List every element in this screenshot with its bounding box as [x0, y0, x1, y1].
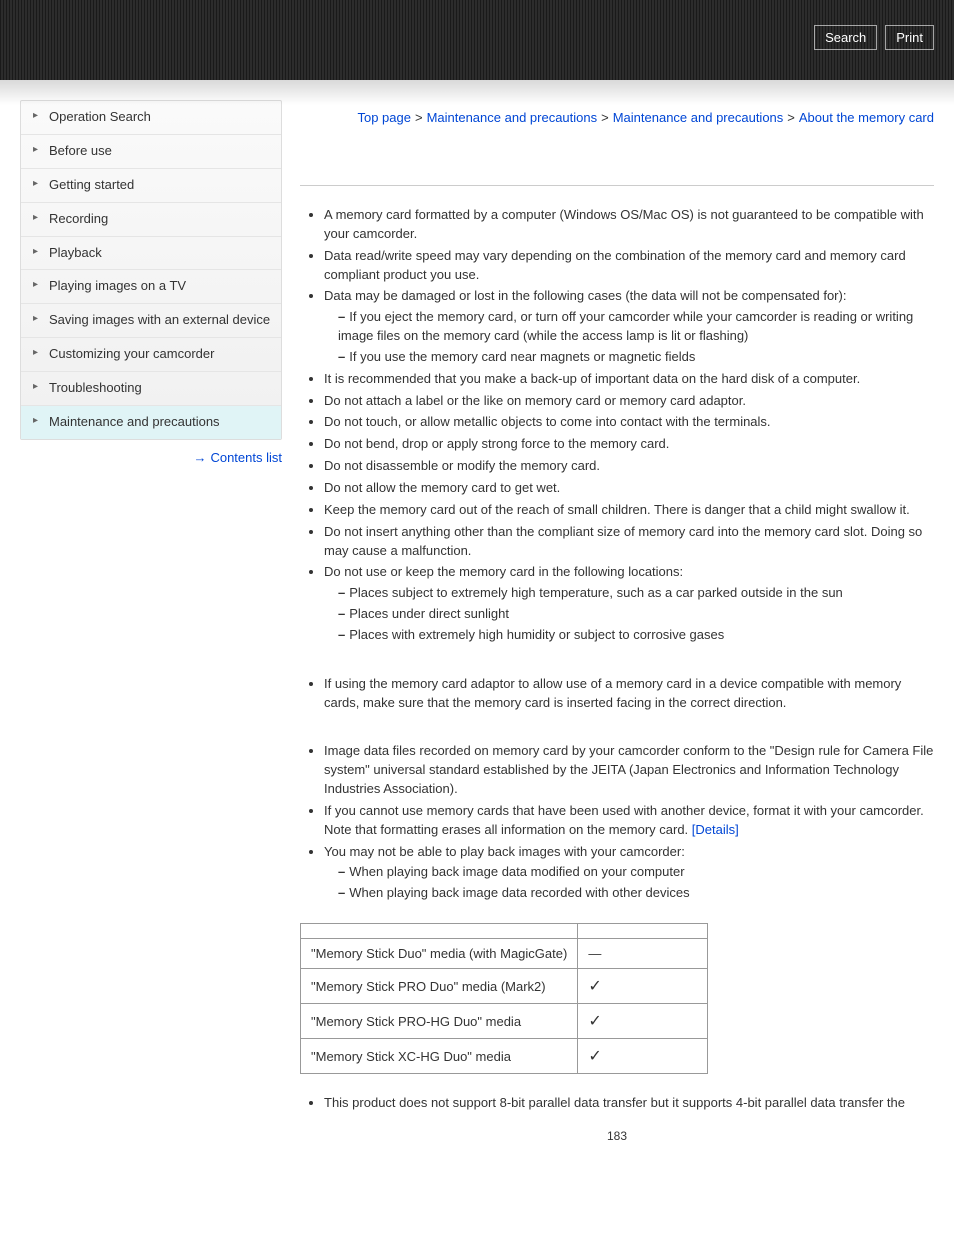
list-item: Do not attach a label or the like on mem… — [324, 392, 934, 411]
sidebar-item-troubleshooting[interactable]: Troubleshooting — [21, 372, 281, 406]
search-button[interactable]: Search — [814, 25, 877, 50]
sidebar-item-getting-started[interactable]: Getting started — [21, 169, 281, 203]
table-row: "Memory Stick Duo" media (with MagicGate… — [301, 939, 708, 969]
table-cell-type: "Memory Stick Duo" media (with MagicGate… — [301, 939, 578, 969]
table-cell-value: — — [578, 939, 708, 969]
contents-list-wrapper: → Contents list — [20, 450, 282, 465]
table-cell-type: "Memory Stick PRO-HG Duo" media — [301, 1004, 578, 1039]
list-item: It is recommended that you make a back-u… — [324, 370, 934, 389]
sidebar-item-saving-external[interactable]: Saving images with an external device — [21, 304, 281, 338]
list-item: If using the memory card adaptor to allo… — [324, 675, 934, 713]
sidebar-item-playing-tv[interactable]: Playing images on a TV — [21, 270, 281, 304]
compatibility-table: "Memory Stick Duo" media (with MagicGate… — [300, 923, 708, 1074]
table-cell-value: ✓ — [578, 1004, 708, 1039]
sublist-item: –When playing back image data recorded w… — [338, 884, 934, 903]
page-number: 183 — [300, 1129, 934, 1143]
table-row: "Memory Stick PRO-HG Duo" media ✓ — [301, 1004, 708, 1039]
list-item: If you cannot use memory cards that have… — [324, 802, 934, 840]
table-cell-value: ✓ — [578, 969, 708, 1004]
breadcrumb-current[interactable]: About the memory card — [799, 110, 934, 125]
table-row: "Memory Stick PRO Duo" media (Mark2) ✓ — [301, 969, 708, 1004]
list-item: A memory card formatted by a computer (W… — [324, 206, 934, 244]
contents-list-link[interactable]: Contents list — [210, 450, 282, 465]
table-row: "Memory Stick XC-HG Duo" media ✓ — [301, 1039, 708, 1074]
sidebar-item-playback[interactable]: Playback — [21, 237, 281, 271]
check-icon: ✓ — [588, 1013, 601, 1030]
list-item: This product does not support 8-bit para… — [324, 1094, 934, 1113]
sublist: –Places subject to extremely high temper… — [324, 584, 934, 645]
sidebar-item-maintenance[interactable]: Maintenance and precautions — [21, 406, 281, 439]
list-item: Do not bend, drop or apply strong force … — [324, 435, 934, 454]
sublist-item: –Places with extremely high humidity or … — [338, 626, 934, 645]
bullet-list-3: Image data files recorded on memory card… — [300, 742, 934, 903]
arrow-right-icon: → — [193, 450, 206, 465]
bullet-list-1: A memory card formatted by a computer (W… — [300, 206, 934, 645]
table-cell-type: "Memory Stick XC-HG Duo" media — [301, 1039, 578, 1074]
bullet-list-2: If using the memory card adaptor to allo… — [300, 675, 934, 713]
sidebar-item-recording[interactable]: Recording — [21, 203, 281, 237]
sublist-item: –If you use the memory card near magnets… — [338, 348, 934, 367]
table-header-type — [301, 924, 578, 939]
list-item: Do not use or keep the memory card in th… — [324, 563, 934, 644]
article-body: A memory card formatted by a computer (W… — [300, 206, 934, 1143]
breadcrumb-top[interactable]: Top page — [357, 110, 411, 125]
list-item: Keep the memory card out of the reach of… — [324, 501, 934, 520]
sublist-item: –When playing back image data modified o… — [338, 863, 934, 882]
sublist: –When playing back image data modified o… — [324, 863, 934, 903]
page-header: Search Print — [0, 0, 954, 80]
list-item: Image data files recorded on memory card… — [324, 742, 934, 799]
sidebar-item-customizing[interactable]: Customizing your camcorder — [21, 338, 281, 372]
sidebar-item-before-use[interactable]: Before use — [21, 135, 281, 169]
divider — [300, 185, 934, 186]
sublist-item: –Places under direct sunlight — [338, 605, 934, 624]
list-item: Do not touch, or allow metallic objects … — [324, 413, 934, 432]
table-cell-type: "Memory Stick PRO Duo" media (Mark2) — [301, 969, 578, 1004]
bullet-list-4: This product does not support 8-bit para… — [300, 1094, 934, 1113]
check-icon: ✓ — [588, 1048, 601, 1065]
table-cell-value: ✓ — [578, 1039, 708, 1074]
header-buttons: Search Print — [814, 25, 934, 50]
check-icon: ✓ — [588, 978, 601, 995]
breadcrumb: Top page>Maintenance and precautions>Mai… — [300, 110, 934, 125]
main-content: Top page>Maintenance and precautions>Mai… — [300, 100, 934, 1143]
list-item: You may not be able to play back images … — [324, 843, 934, 904]
sidebar: Operation Search Before use Getting star… — [20, 100, 282, 1143]
sublist-item: –Places subject to extremely high temper… — [338, 584, 934, 603]
list-item: Do not allow the memory card to get wet. — [324, 479, 934, 498]
print-button[interactable]: Print — [885, 25, 934, 50]
list-item: Data read/write speed may vary depending… — [324, 247, 934, 285]
table-header-value — [578, 924, 708, 939]
sidebar-list: Operation Search Before use Getting star… — [20, 100, 282, 440]
breadcrumb-cat2[interactable]: Maintenance and precautions — [613, 110, 784, 125]
main-container: Operation Search Before use Getting star… — [0, 80, 954, 1143]
sidebar-item-operation-search[interactable]: Operation Search — [21, 101, 281, 135]
list-item: Data may be damaged or lost in the follo… — [324, 287, 934, 366]
list-item: Do not insert anything other than the co… — [324, 523, 934, 561]
list-item: Do not disassemble or modify the memory … — [324, 457, 934, 476]
sublist-item: –If you eject the memory card, or turn o… — [338, 308, 934, 346]
details-link[interactable]: [Details] — [692, 822, 739, 837]
table-header-row — [301, 924, 708, 939]
sublist: –If you eject the memory card, or turn o… — [324, 308, 934, 367]
breadcrumb-cat1[interactable]: Maintenance and precautions — [427, 110, 598, 125]
